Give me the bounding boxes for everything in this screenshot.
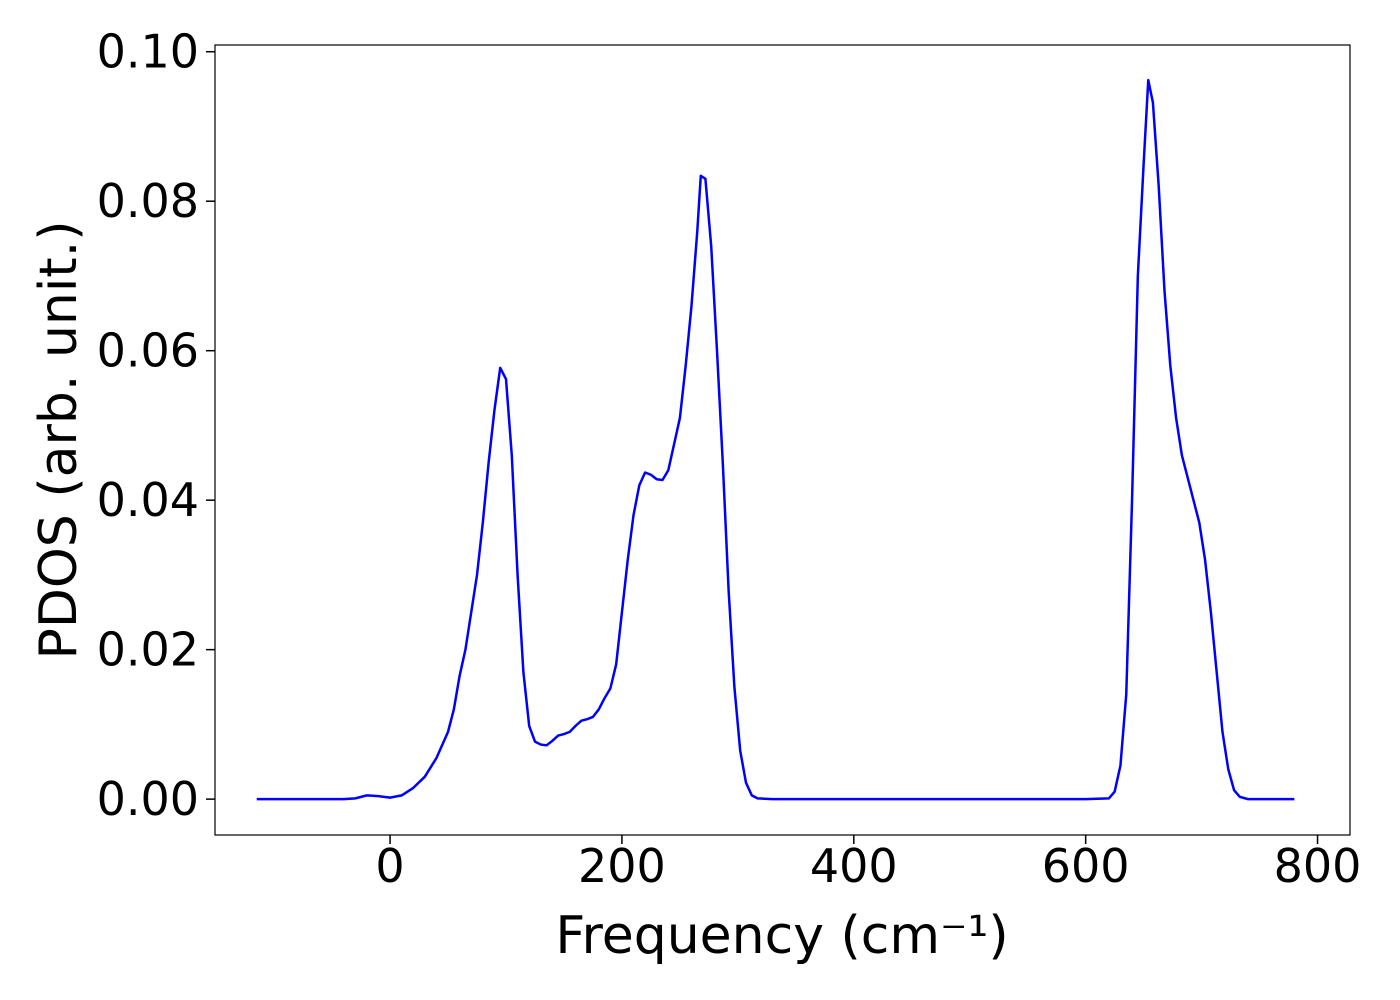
x-axis-label: Frequency (cm⁻¹) [555,906,1008,966]
plot-frame [214,44,1351,836]
y-tick-label: 0.04 [97,473,199,527]
y-tick-label: 0.06 [97,324,199,378]
y-axis-label: PDOS (arb. unit.) [29,220,89,659]
x-tick-label: 200 [578,839,666,893]
x-tick-label: 800 [1274,839,1362,893]
y-tick-label: 0.02 [97,623,199,677]
y-tick-label: 0.10 [97,25,199,79]
x-tick-label: 400 [810,839,898,893]
x-tick-label: 0 [375,839,404,893]
x-tick-label: 600 [1042,839,1130,893]
data-line [256,78,1295,801]
y-tick-label: 0.08 [97,174,199,228]
y-tick-label: 0.00 [97,772,199,826]
